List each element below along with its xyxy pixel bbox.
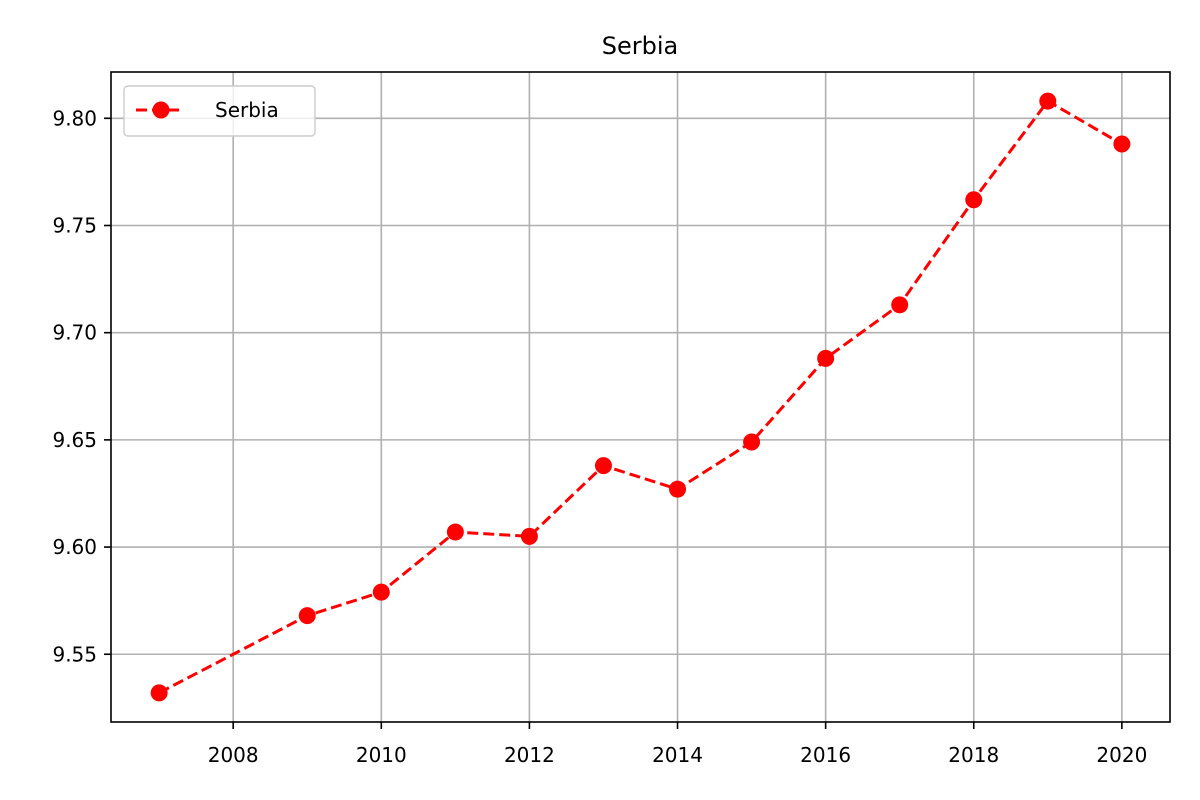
data-point	[743, 433, 761, 451]
data-point	[520, 527, 538, 545]
data-point	[891, 296, 909, 314]
plot-frame	[110, 71, 1171, 723]
data-point	[669, 480, 687, 498]
y-tick-label: 9.55	[52, 642, 97, 666]
data-point	[1113, 135, 1131, 153]
legend-box	[123, 85, 316, 137]
x-tick-label: 2010	[356, 743, 407, 767]
x-tick-label: 2020	[1096, 743, 1147, 767]
legend-marker	[152, 101, 170, 119]
data-point	[1039, 92, 1057, 110]
legend-label: Serbia	[215, 98, 279, 122]
data-point	[298, 607, 316, 625]
x-tick-label: 2008	[208, 743, 259, 767]
series-layer	[150, 92, 1131, 702]
y-tick-label: 9.75	[52, 213, 97, 237]
y-tick-label: 9.80	[52, 106, 97, 130]
data-point	[965, 191, 983, 209]
axes: 2008 2010 2012 2014 2016 2018 2020 9.55 9.60 9.65…	[52, 106, 1147, 767]
x-tick-label: 2018	[948, 743, 999, 767]
data-point	[150, 684, 168, 702]
grid	[111, 72, 1170, 722]
y-tick-label: 9.60	[52, 535, 97, 559]
y-tick-label: 9.70	[52, 321, 97, 345]
x-tick-label: 2014	[652, 743, 703, 767]
chart-title: Serbia	[602, 32, 678, 60]
data-point	[817, 349, 835, 367]
data-point	[446, 523, 464, 541]
legend: Serbia	[123, 85, 316, 137]
x-tick-label: 2016	[800, 743, 851, 767]
data-point	[594, 457, 612, 475]
y-tick-label: 9.65	[52, 428, 97, 452]
x-tick-label: 2012	[504, 743, 555, 767]
data-point	[372, 583, 390, 601]
